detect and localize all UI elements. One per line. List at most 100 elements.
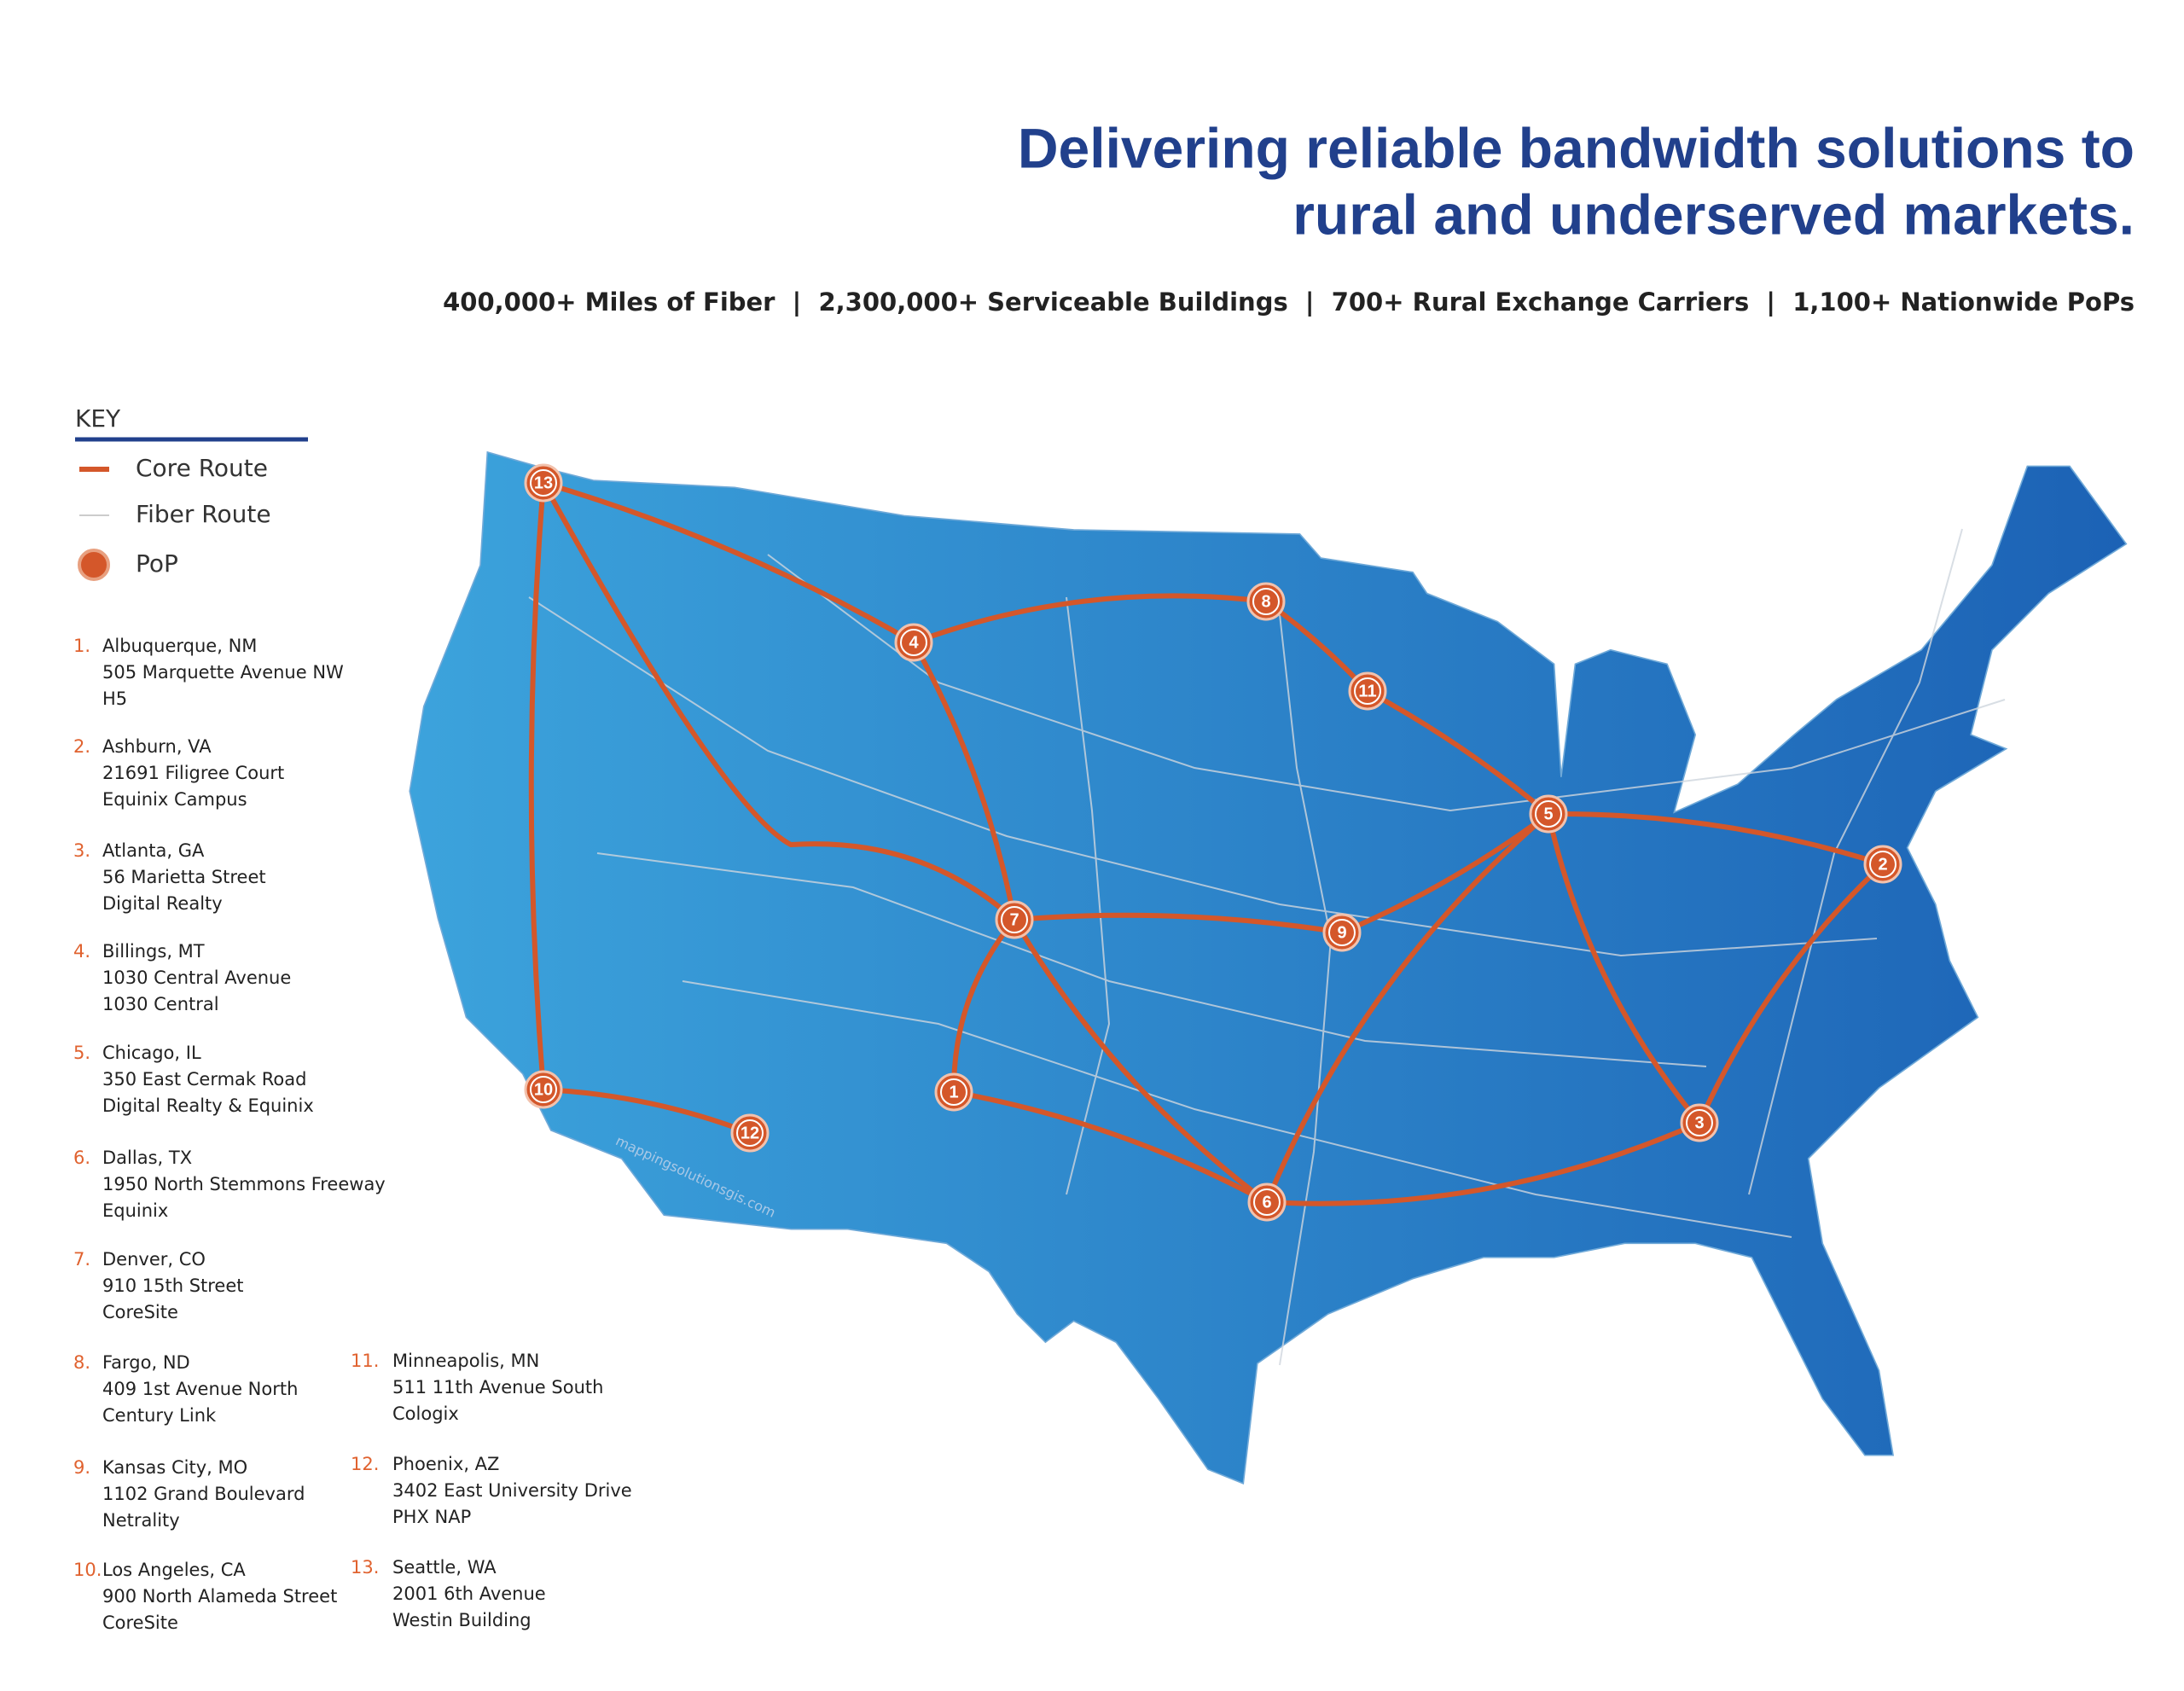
pop-address: 910 15th Street [102,1276,244,1296]
pop-number: 13. [351,1557,379,1578]
pop-address: 3402 East University Drive [392,1480,632,1501]
pop-number: 12. [351,1454,379,1474]
pop-marker-label: 8 [1261,592,1270,611]
pop-marker-label: 3 [1694,1113,1704,1132]
pop-address: 900 North Alameda Street [102,1586,337,1607]
key-item: Core Route [136,454,268,482]
pop-name: Albuquerque, NM [102,636,257,656]
pop-address: Equinix Campus [102,789,247,810]
core-route [1264,811,1550,1204]
key-pop-swatch [78,549,110,581]
key-item: PoP [136,549,178,578]
core-route [950,918,1017,1093]
stats: 400,000+ Miles of Fiber | 2,300,000+ Ser… [443,288,2135,317]
pop-marker-label: 12 [741,1124,759,1142]
pop-marker-ring [1328,919,1356,946]
pop-marker-label: 13 [534,474,553,492]
pop-name: Fargo, ND [102,1352,190,1373]
pop-marker-label: 9 [1337,923,1346,942]
pop-address: Westin Building [392,1610,531,1630]
core-route [1340,811,1550,935]
key-item: Fiber Route [136,500,271,528]
pop-marker-ring [1253,1188,1281,1216]
core-route [528,482,546,1090]
pop-name: Kansas City, MO [102,1457,247,1478]
pop-address: 409 1st Avenue North [102,1379,298,1399]
pop-marker-ring [1869,851,1896,878]
pop-address: 1102 Grand Boulevard [102,1484,305,1504]
pop-number: 4. [73,941,90,962]
pop-number: 3. [73,840,90,861]
pop-address: 21691 Filigree Court [102,763,284,783]
pop-name: Chicago, IL [102,1043,201,1063]
pop-marker-label: 2 [1878,855,1887,874]
pop-name: Ashburn, VA [102,736,212,757]
pop-name: Denver, CO [102,1249,206,1270]
pop-address: Cologix [392,1403,459,1424]
core-route [541,481,1017,922]
core-route [1014,912,1343,935]
pop-marker-label: 6 [1262,1193,1271,1212]
pop-address: PHX NAP [392,1507,471,1527]
pop-marker-label: 4 [909,633,919,652]
pop-marker-ring [1252,588,1280,615]
pop-address: 505 Marquette Avenue NW [102,662,344,683]
pop-address: Digital Realty & Equinix [102,1095,314,1116]
pop-name: Seattle, WA [392,1557,497,1578]
pop-name: Atlanta, GA [102,840,205,861]
core-route [1697,862,1885,1124]
pop-marker-ring [530,469,557,497]
core-routes [528,480,1885,1206]
pop-marker-ring [530,1076,557,1103]
pop-address: CoreSite [102,1302,178,1322]
pop-address: 511 11th Avenue South [392,1377,603,1398]
pop-address: 350 East Cermak Road [102,1069,306,1090]
core-route [1366,689,1550,816]
core-route [1546,813,1702,1124]
core-route [1012,918,1269,1205]
pop-address: CoreSite [102,1613,178,1633]
pop-marker-label: 1 [949,1083,958,1101]
pop-address: 1030 Central Avenue [102,968,291,988]
pop-number: 10. [73,1560,102,1580]
pop-number: 5. [73,1043,90,1063]
core-route [953,1090,1269,1205]
core-route [912,593,1267,645]
pop-marker-ring [736,1119,764,1147]
pop-marker-ring [1686,1109,1713,1136]
title-line: rural and underserved markets. [1292,183,2135,246]
pop-name: Minneapolis, MN [392,1351,539,1371]
pop-number: 2. [73,736,90,757]
pop-marker-ring [900,629,927,656]
core-route [1266,1120,1701,1206]
pop-number: 11. [351,1351,379,1371]
core-route [1548,811,1884,867]
pop-address: 56 Marietta Street [102,867,266,887]
pop-marker-ring [1001,906,1028,933]
us-outline [409,450,2128,1485]
pop-number: 7. [73,1249,90,1270]
pop-address: H5 [102,689,127,709]
pop-marker-ring [1354,677,1381,705]
pop-number: 8. [73,1352,90,1373]
pop-number: 9. [73,1457,90,1478]
pop-marker-label: 7 [1009,910,1019,929]
title-line: Delivering reliable bandwidth solutions … [1018,116,2135,179]
pop-address: 1030 Central [102,994,219,1014]
core-route [911,641,1017,921]
pop-address: 1950 North Stemmons Freeway [102,1174,386,1194]
pop-marker-ring [940,1078,967,1106]
key-title: KEY [75,404,121,433]
pop-marker-label: 11 [1358,682,1376,700]
pop-address: Equinix [102,1200,168,1221]
core-route [543,480,915,645]
pop-name: Phoenix, AZ [392,1454,499,1474]
pop-address: Century Link [102,1405,217,1426]
pop-name: Billings, MT [102,941,205,962]
pop-name: Los Angeles, CA [102,1560,246,1580]
pop-marker-label: 5 [1543,805,1553,823]
pop-marker-label: 10 [534,1080,553,1099]
pop-number: 1. [73,636,90,656]
